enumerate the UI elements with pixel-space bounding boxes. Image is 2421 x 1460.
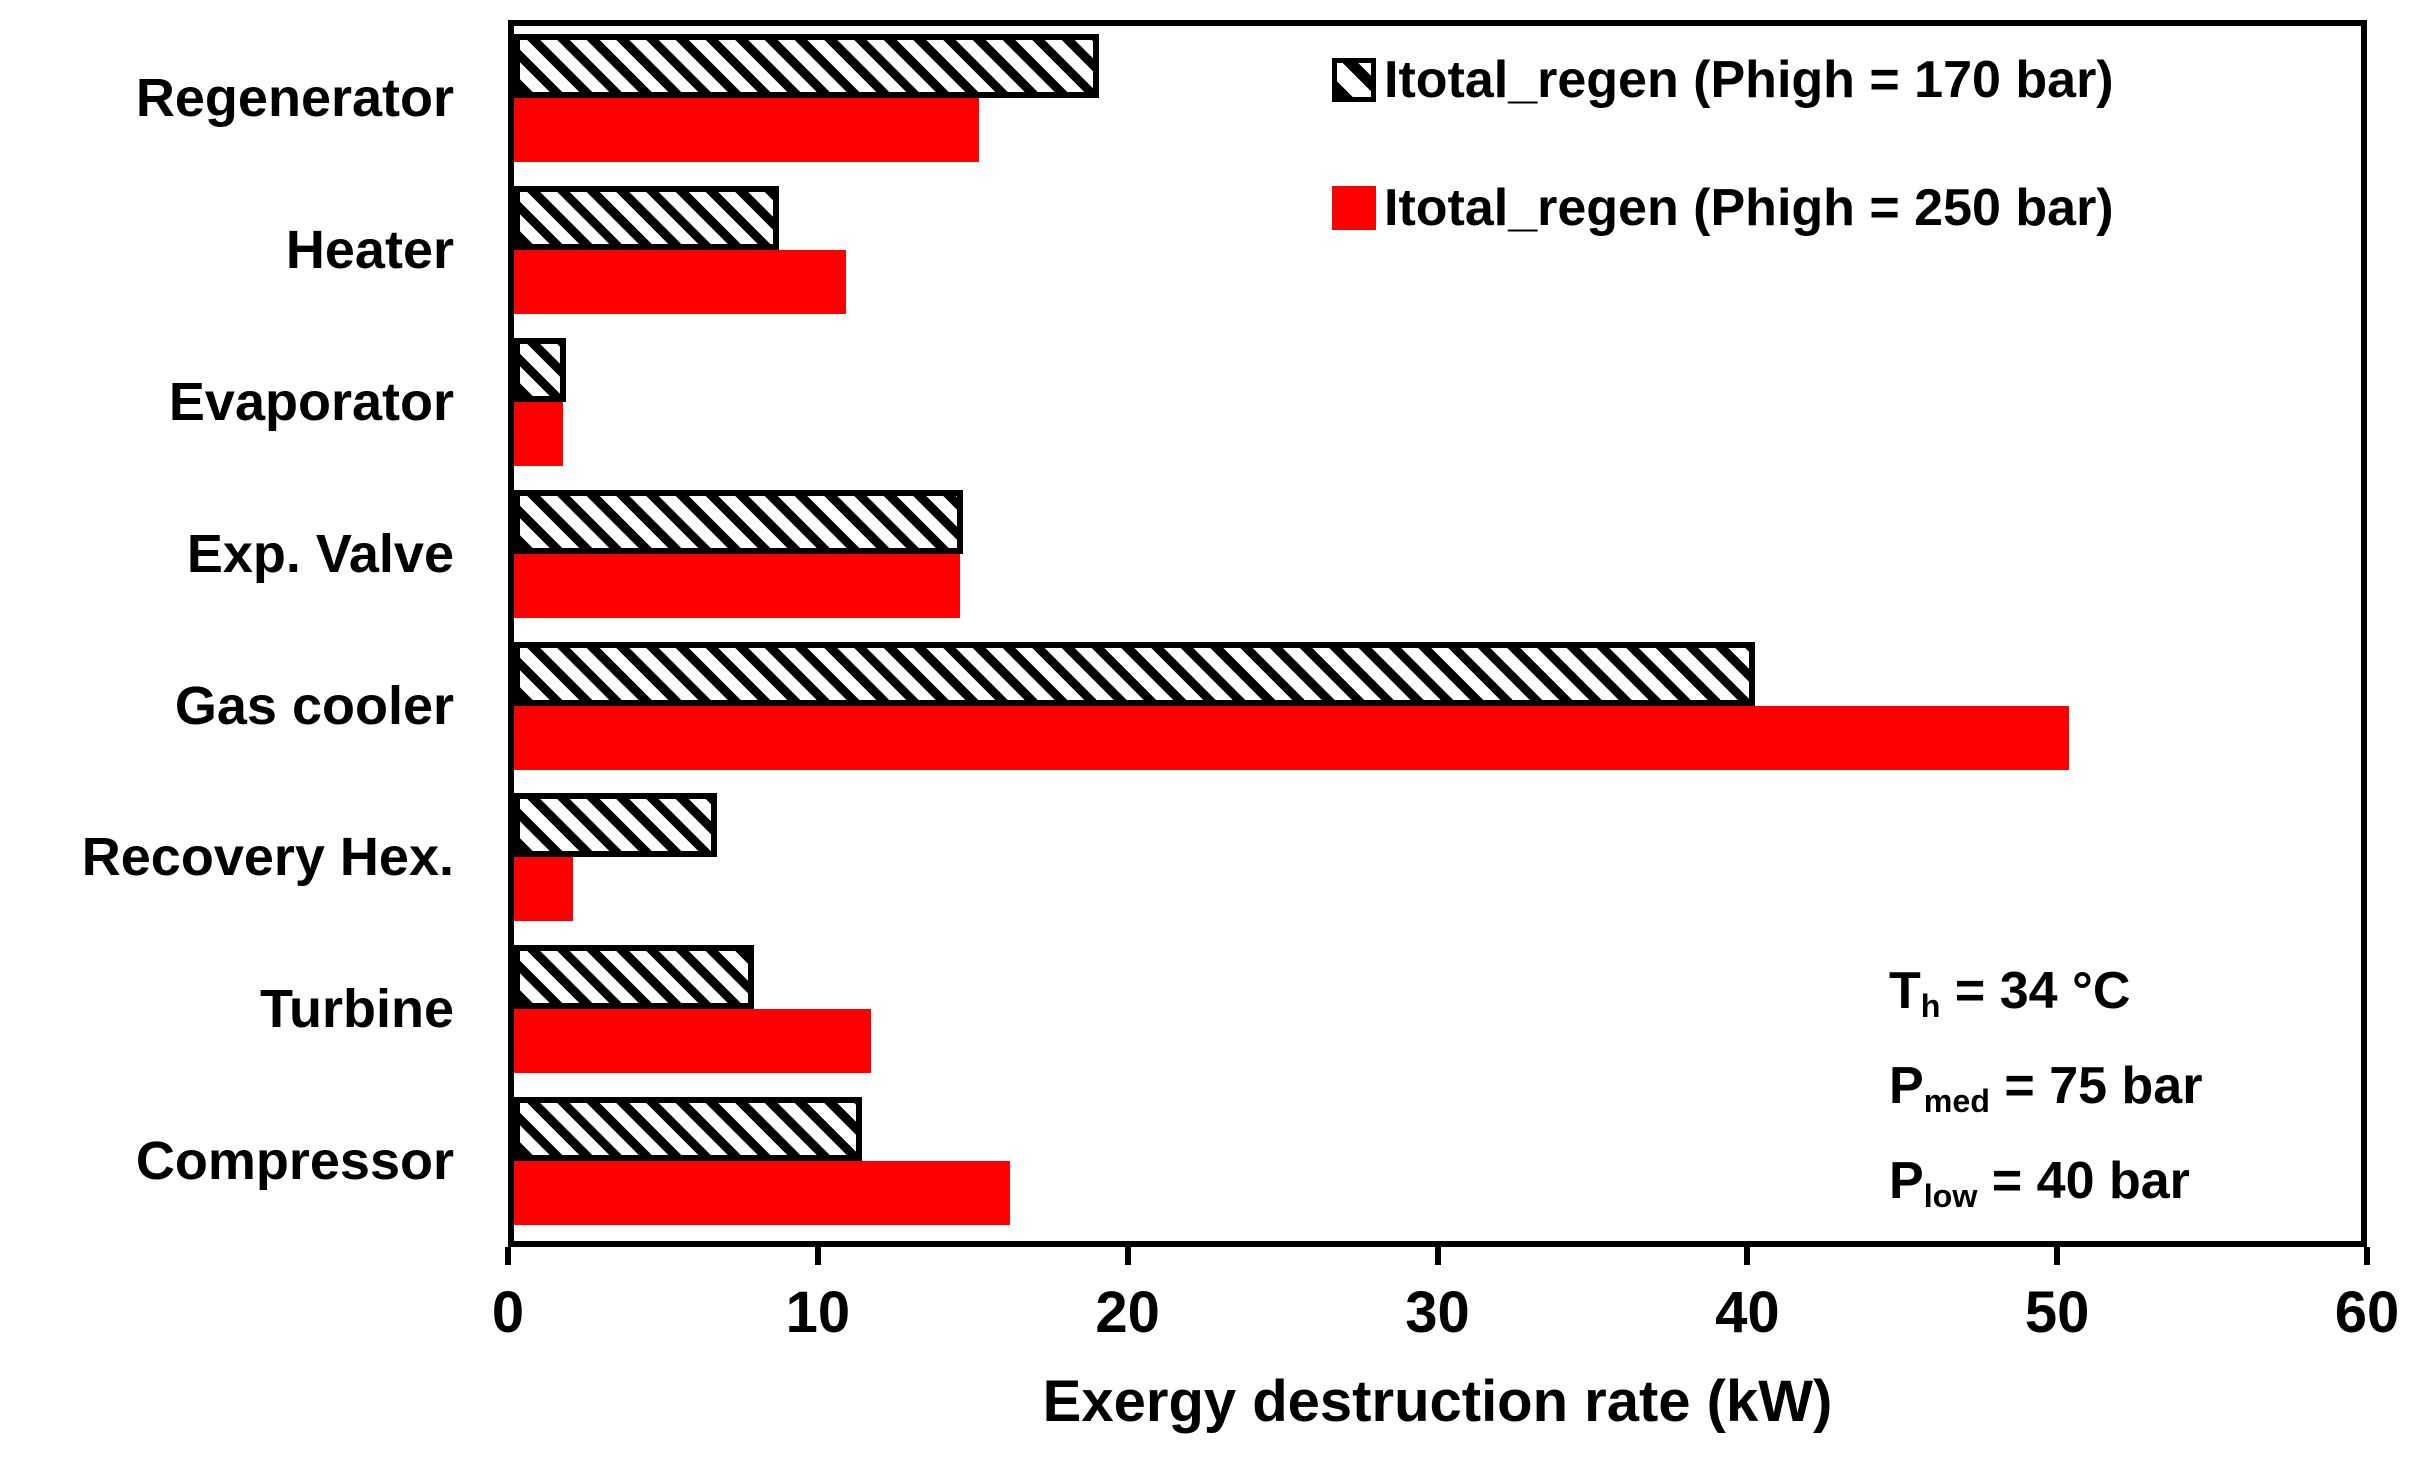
x-tick-mark [814, 1247, 821, 1265]
bar-phigh250-recovery-hex [514, 857, 573, 922]
legend-entry-250bar: Itotal_regen (Phigh = 250 bar) [1332, 154, 2114, 262]
legend-label-170bar: Itotal_regen (Phigh = 170 bar) [1384, 51, 2114, 109]
x-tick-mark [1744, 1247, 1751, 1265]
bar-phigh250-compressor [514, 1161, 1010, 1226]
annotation-line: Plow = 40 bar [1889, 1152, 2190, 1215]
annotation-line: Th = 34 °C [1889, 962, 2131, 1025]
bar-phigh250-gas-cooler [514, 705, 2069, 770]
legend: Itotal_regen (Phigh = 170 bar) Itotal_re… [1332, 26, 2114, 282]
legend-entry-170bar: Itotal_regen (Phigh = 170 bar) [1332, 26, 2114, 134]
xaxis-layer: 0 10 20 30 40 50 60 [492, 1247, 2399, 1387]
x-tick-mark [2054, 1247, 2061, 1265]
x-tick-mark [505, 1247, 511, 1265]
bar-phigh250-heater [514, 249, 847, 314]
x-tick-label: 30 [1405, 1280, 1470, 1345]
annotation: Th = 34 °C Pmed = 75 bar Plow = 40 bar [1889, 951, 2202, 1236]
red-swatch-icon [1332, 186, 1376, 230]
category-label-heater: Heater [285, 219, 454, 280]
bar-phigh170-exp-valve [514, 489, 964, 554]
bars-layer [514, 26, 2361, 1241]
bar-phigh250-evaporator [514, 401, 564, 466]
category-label-gas-cooler: Gas cooler [174, 675, 454, 736]
category-label-exp-valve: Exp. Valve [186, 523, 454, 584]
bar-phigh250-turbine [514, 1009, 872, 1074]
plot-area: Itotal_regen (Phigh = 170 bar) Itotal_re… [508, 20, 2367, 1247]
bar-phigh250-regenerator [514, 98, 979, 162]
x-axis-title: Exergy destruction rate (kW) [1042, 1369, 1833, 1434]
bar-phigh170-regenerator [514, 34, 1099, 98]
category-label-evaporator: Evaporator [168, 371, 454, 432]
x-tick-label: 40 [1715, 1280, 1780, 1345]
bar-phigh170-gas-cooler [514, 641, 1755, 706]
x-tick-mark [1434, 1247, 1441, 1265]
x-tick-mark [2364, 1247, 2370, 1265]
annotation-line: Pmed = 75 bar [1889, 1057, 2203, 1120]
category-label-compressor: Compressor [135, 1131, 454, 1192]
bar-phigh170-heater [514, 185, 779, 250]
category-label-regenerator: Regenerator [135, 68, 454, 128]
bar-phigh170-recovery-hex [514, 793, 718, 858]
legend-label-250bar: Itotal_regen (Phigh = 250 bar) [1384, 179, 2114, 237]
bar-phigh250-exp-valve [514, 553, 961, 618]
x-tick-mark [1124, 1247, 1131, 1265]
x-tick-label: 10 [785, 1280, 851, 1345]
ylabels-layer: Regenerator Heater Evaporator Exp. Valve Gas… [0, 26, 482, 1241]
x-tick-label: 0 [491, 1280, 525, 1345]
x-tick-label: 20 [1095, 1280, 1160, 1345]
x-tick-label: 50 [2024, 1280, 2090, 1345]
x-tick-label: 60 [2334, 1280, 2400, 1345]
hatched-swatch-icon [1332, 58, 1376, 102]
bar-phigh170-compressor [514, 1097, 862, 1162]
bar-phigh170-evaporator [514, 337, 567, 402]
bar-phigh170-turbine [514, 945, 755, 1010]
category-label-recovery-hex: Recovery Hex. [81, 827, 454, 888]
category-label-turbine: Turbine [260, 979, 454, 1040]
